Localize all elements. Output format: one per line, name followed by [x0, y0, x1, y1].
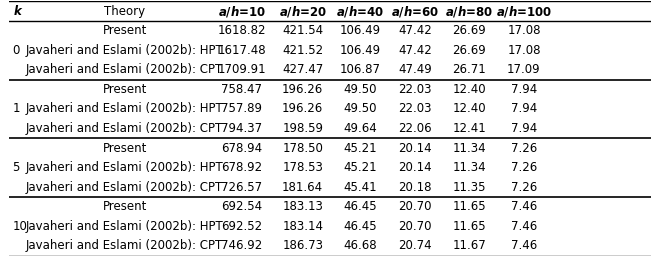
Text: 7.94: 7.94 [511, 103, 537, 115]
Text: 726.57: 726.57 [221, 181, 262, 194]
Text: 20.70: 20.70 [398, 200, 432, 213]
Text: 7.46: 7.46 [511, 200, 537, 213]
Text: Javaheri and Eslami (2002b): HPT: Javaheri and Eslami (2002b): HPT [26, 220, 224, 233]
Text: 196.26: 196.26 [282, 103, 323, 115]
Text: 1617.48: 1617.48 [218, 44, 266, 57]
Text: 7.26: 7.26 [511, 181, 537, 194]
Text: 22.06: 22.06 [398, 122, 432, 135]
Text: 178.53: 178.53 [282, 161, 323, 174]
Text: Javaheri and Eslami (2002b): HPT: Javaheri and Eslami (2002b): HPT [26, 44, 224, 57]
Text: 196.26: 196.26 [282, 83, 323, 96]
Text: Present: Present [102, 83, 147, 96]
Text: 12.41: 12.41 [452, 122, 486, 135]
Text: Javaheri and Eslami (2002b): CPT: Javaheri and Eslami (2002b): CPT [26, 239, 224, 252]
Text: $\boldsymbol{a/h}$=100: $\boldsymbol{a/h}$=100 [496, 4, 552, 19]
Text: 49.50: 49.50 [344, 83, 377, 96]
Text: 692.52: 692.52 [221, 220, 262, 233]
Text: Present: Present [102, 200, 147, 213]
Text: $\boldsymbol{a/h}$=20: $\boldsymbol{a/h}$=20 [278, 4, 327, 19]
Text: 678.92: 678.92 [221, 161, 262, 174]
Text: 20.74: 20.74 [398, 239, 432, 252]
Text: 106.49: 106.49 [340, 44, 381, 57]
Text: 7.26: 7.26 [511, 161, 537, 174]
Text: 5: 5 [12, 161, 20, 174]
Text: 26.71: 26.71 [452, 63, 486, 76]
Text: Javaheri and Eslami (2002b): CPT: Javaheri and Eslami (2002b): CPT [26, 63, 224, 76]
Text: 0: 0 [12, 44, 20, 57]
Text: 45.41: 45.41 [344, 181, 378, 194]
Text: 7.46: 7.46 [511, 220, 537, 233]
Text: 22.03: 22.03 [398, 83, 432, 96]
Text: $\boldsymbol{a/h}$=10: $\boldsymbol{a/h}$=10 [218, 4, 266, 19]
Text: 20.14: 20.14 [398, 142, 432, 154]
Text: Javaheri and Eslami (2002b): CPT: Javaheri and Eslami (2002b): CPT [26, 122, 224, 135]
Text: 47.42: 47.42 [398, 44, 432, 57]
Text: 11.65: 11.65 [452, 220, 486, 233]
Text: 427.47: 427.47 [282, 63, 323, 76]
Text: 692.54: 692.54 [221, 200, 262, 213]
Text: 47.49: 47.49 [398, 63, 432, 76]
Text: 46.45: 46.45 [344, 220, 378, 233]
Text: 678.94: 678.94 [221, 142, 262, 154]
Text: 178.50: 178.50 [282, 142, 323, 154]
Text: 421.54: 421.54 [282, 24, 323, 37]
Text: 183.14: 183.14 [282, 220, 323, 233]
Text: 183.13: 183.13 [282, 200, 323, 213]
Text: Present: Present [102, 142, 147, 154]
Text: 46.68: 46.68 [344, 239, 378, 252]
Text: 26.69: 26.69 [452, 44, 486, 57]
Text: 17.08: 17.08 [507, 44, 541, 57]
Text: 746.92: 746.92 [221, 239, 262, 252]
Text: 20.14: 20.14 [398, 161, 432, 174]
Text: 20.18: 20.18 [398, 181, 432, 194]
Text: 45.21: 45.21 [344, 161, 378, 174]
Text: 757.89: 757.89 [221, 103, 262, 115]
Text: $\boldsymbol{k}$: $\boldsymbol{k}$ [12, 4, 23, 18]
Text: 198.59: 198.59 [282, 122, 323, 135]
Text: 1709.91: 1709.91 [218, 63, 266, 76]
Text: 17.08: 17.08 [507, 24, 541, 37]
Text: 12.40: 12.40 [452, 103, 486, 115]
Text: 47.42: 47.42 [398, 24, 432, 37]
Text: 1: 1 [12, 103, 20, 115]
Text: 7.26: 7.26 [511, 142, 537, 154]
Text: 46.45: 46.45 [344, 200, 378, 213]
Text: 10: 10 [12, 220, 27, 233]
Text: 49.50: 49.50 [344, 103, 377, 115]
Text: Javaheri and Eslami (2002b): CPT: Javaheri and Eslami (2002b): CPT [26, 181, 224, 194]
Text: 11.34: 11.34 [452, 142, 486, 154]
Text: 17.09: 17.09 [507, 63, 541, 76]
Text: 12.40: 12.40 [452, 83, 486, 96]
Text: $\boldsymbol{a/h}$=40: $\boldsymbol{a/h}$=40 [336, 4, 385, 19]
Text: 11.34: 11.34 [452, 161, 486, 174]
Text: 794.37: 794.37 [221, 122, 262, 135]
Text: 186.73: 186.73 [282, 239, 323, 252]
Text: 45.21: 45.21 [344, 142, 378, 154]
Text: Theory: Theory [104, 5, 145, 18]
Text: 7.46: 7.46 [511, 239, 537, 252]
Text: 20.70: 20.70 [398, 220, 432, 233]
Text: Present: Present [102, 24, 147, 37]
Text: 7.94: 7.94 [511, 122, 537, 135]
Text: 7.94: 7.94 [511, 83, 537, 96]
Text: 181.64: 181.64 [282, 181, 323, 194]
Text: 106.87: 106.87 [340, 63, 381, 76]
Text: 22.03: 22.03 [398, 103, 432, 115]
Text: 49.64: 49.64 [344, 122, 378, 135]
Text: 106.49: 106.49 [340, 24, 381, 37]
Text: Javaheri and Eslami (2002b): HPT: Javaheri and Eslami (2002b): HPT [26, 161, 224, 174]
Text: Javaheri and Eslami (2002b): HPT: Javaheri and Eslami (2002b): HPT [26, 103, 224, 115]
Text: $\boldsymbol{a/h}$=60: $\boldsymbol{a/h}$=60 [391, 4, 439, 19]
Text: 11.65: 11.65 [452, 200, 486, 213]
Text: 11.67: 11.67 [452, 239, 486, 252]
Text: 758.47: 758.47 [221, 83, 262, 96]
Text: 1618.82: 1618.82 [218, 24, 266, 37]
Text: 11.35: 11.35 [452, 181, 486, 194]
Text: $\boldsymbol{a/h}$=80: $\boldsymbol{a/h}$=80 [445, 4, 494, 19]
Text: 421.52: 421.52 [282, 44, 323, 57]
Text: 26.69: 26.69 [452, 24, 486, 37]
